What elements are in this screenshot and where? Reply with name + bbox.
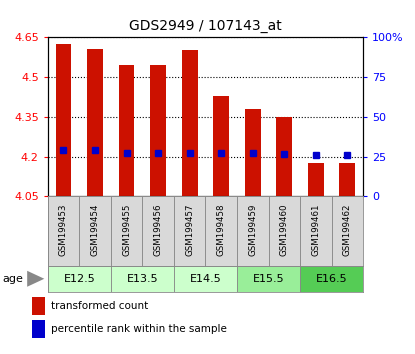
- Bar: [142, 196, 174, 266]
- Text: GSM199455: GSM199455: [122, 203, 131, 256]
- Text: percentile rank within the sample: percentile rank within the sample: [51, 324, 227, 334]
- Text: GSM199458: GSM199458: [217, 203, 226, 256]
- Bar: [87, 49, 103, 196]
- Text: E12.5: E12.5: [63, 274, 95, 284]
- Text: GSM199460: GSM199460: [280, 203, 289, 256]
- Text: GSM199457: GSM199457: [185, 203, 194, 256]
- Bar: [269, 196, 300, 266]
- Text: GSM199462: GSM199462: [343, 203, 352, 256]
- Bar: [300, 196, 332, 266]
- Bar: [111, 196, 142, 266]
- Text: GSM199454: GSM199454: [90, 203, 100, 256]
- Text: GSM199461: GSM199461: [311, 203, 320, 256]
- Text: E15.5: E15.5: [253, 274, 284, 284]
- Bar: [150, 65, 166, 196]
- Bar: [48, 266, 111, 292]
- Text: GSM199453: GSM199453: [59, 203, 68, 256]
- Bar: [308, 163, 324, 196]
- Bar: [56, 44, 71, 196]
- Bar: [237, 266, 300, 292]
- Text: E16.5: E16.5: [316, 274, 347, 284]
- Bar: [48, 196, 79, 266]
- Text: GSM199459: GSM199459: [248, 204, 257, 256]
- Bar: [300, 266, 363, 292]
- Text: GSM199456: GSM199456: [154, 203, 163, 256]
- Bar: [237, 196, 269, 266]
- Bar: [276, 117, 292, 196]
- Bar: [32, 297, 45, 315]
- Text: E14.5: E14.5: [190, 274, 221, 284]
- Bar: [182, 51, 198, 196]
- Bar: [174, 266, 237, 292]
- Polygon shape: [27, 271, 44, 287]
- Bar: [339, 163, 355, 196]
- Bar: [245, 109, 261, 196]
- Bar: [111, 266, 174, 292]
- Text: transformed count: transformed count: [51, 301, 148, 311]
- Bar: [119, 65, 134, 196]
- Bar: [174, 196, 205, 266]
- Bar: [205, 196, 237, 266]
- Bar: [79, 196, 111, 266]
- Text: E13.5: E13.5: [127, 274, 158, 284]
- Bar: [332, 196, 363, 266]
- Bar: [32, 320, 45, 338]
- Text: age: age: [2, 274, 23, 284]
- Title: GDS2949 / 107143_at: GDS2949 / 107143_at: [129, 19, 282, 33]
- Bar: [213, 96, 229, 196]
